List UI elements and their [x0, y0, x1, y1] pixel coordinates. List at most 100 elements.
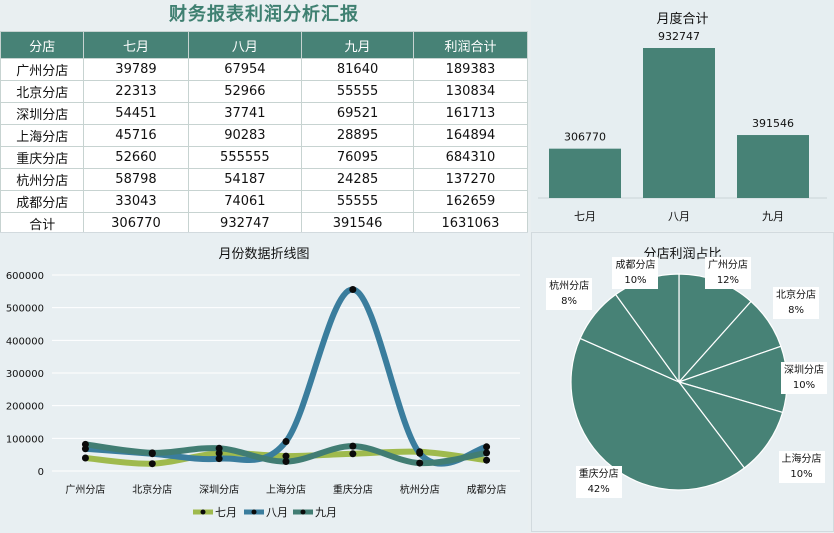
monthly-total-bar-chart: 月度合计 306770 七月 932747 八月 391546 九月: [531, 0, 834, 231]
data-point[interactable]: [148, 460, 156, 468]
value-cell[interactable]: 90283: [187, 124, 303, 147]
column-header[interactable]: 九月: [301, 31, 414, 59]
legend-label: 七月: [215, 506, 237, 519]
pie-category-label: 北京分店: [776, 290, 817, 302]
branch-name-cell[interactable]: 重庆分店: [0, 146, 85, 169]
pie-data-label: 杭州分店 8%: [546, 277, 593, 310]
data-point[interactable]: [349, 286, 357, 294]
data-point[interactable]: [215, 444, 223, 452]
table-row: 成都分店 33043 74061 55555 162659: [0, 190, 529, 213]
y-tick-label: 500000: [6, 304, 44, 315]
report-title: 财务报表利润分析汇报: [169, 4, 359, 25]
bar[interactable]: [643, 48, 715, 198]
table-header-row: 分店 七月 八月 九月 利润合计: [0, 31, 529, 59]
data-point[interactable]: [81, 454, 89, 462]
data-point[interactable]: [282, 438, 290, 446]
data-point[interactable]: [483, 443, 491, 451]
value-cell[interactable]: 69521: [301, 102, 414, 125]
value-cell[interactable]: 130834: [412, 80, 529, 103]
data-point[interactable]: [483, 449, 491, 457]
value-cell[interactable]: 1631063: [412, 212, 529, 235]
value-cell[interactable]: 81640: [301, 58, 414, 81]
x-tick-label: 成都分店: [467, 483, 507, 496]
column-header[interactable]: 分店: [0, 31, 85, 59]
chart-title: 分店利润占比: [643, 247, 722, 262]
x-tick-label: 九月: [762, 210, 784, 223]
value-cell[interactable]: 24285: [301, 168, 414, 191]
value-cell[interactable]: 52966: [187, 80, 303, 103]
pie-data-label: 上海分店 10%: [778, 451, 825, 484]
pie-data-label: 深圳分店 10%: [781, 362, 827, 395]
branch-name-cell[interactable]: 成都分店: [0, 190, 85, 213]
table-row: 北京分店 22313 52966 55555 130834: [0, 80, 529, 103]
x-tick-label: 七月: [574, 210, 596, 223]
branch-name-cell[interactable]: 合计: [0, 212, 85, 235]
legend-marker: [200, 509, 206, 515]
value-cell[interactable]: 306770: [83, 212, 189, 235]
value-cell[interactable]: 55555: [301, 80, 414, 103]
monthly-line-chart: 月份数据折线图 0 100000 200000 300000 400000 500000 6…: [0, 232, 528, 533]
table-row: 广州分店 39789 67954 81640 189383: [0, 58, 529, 81]
branch-profit-pie-chart: 分店利润占比 广州分店 12% 北京分店 8% 深圳分店 10% 上海分店 10% 重庆分店 42…: [531, 232, 834, 532]
value-cell[interactable]: 137270: [412, 168, 529, 191]
value-cell[interactable]: 684310: [412, 146, 529, 169]
value-cell[interactable]: 164894: [412, 124, 529, 147]
data-point[interactable]: [148, 449, 156, 457]
value-cell[interactable]: 67954: [187, 58, 303, 81]
value-cell[interactable]: 76095: [301, 146, 414, 169]
value-cell[interactable]: 932747: [187, 212, 303, 235]
data-point[interactable]: [349, 442, 357, 450]
value-cell[interactable]: 162659: [412, 190, 529, 213]
pie-category-label: 重庆分店: [578, 469, 619, 481]
value-cell[interactable]: 45716: [83, 124, 189, 147]
value-cell[interactable]: 22313: [83, 80, 189, 103]
table-row: 深圳分店 54451 37741 69521 161713: [0, 102, 529, 125]
value-cell[interactable]: 28895: [301, 124, 414, 147]
data-label: 306770: [564, 131, 606, 144]
bar[interactable]: [737, 135, 809, 198]
data-point[interactable]: [483, 456, 491, 464]
data-point[interactable]: [215, 449, 223, 457]
value-cell[interactable]: 161713: [412, 102, 529, 125]
series-line[interactable]: [82, 286, 490, 467]
data-point[interactable]: [349, 450, 357, 458]
value-cell[interactable]: 39789: [83, 58, 189, 81]
value-cell[interactable]: 555555: [187, 146, 303, 169]
x-tick-label: 广州分店: [65, 483, 105, 496]
value-cell[interactable]: 189383: [412, 58, 529, 81]
pie-data-label: 广州分店 12%: [704, 257, 751, 289]
pie-category-label: 上海分店: [781, 454, 822, 466]
pie-chart-svg: [570, 273, 788, 491]
table-row: 重庆分店 52660 555555 76095 684310: [0, 146, 529, 169]
bar[interactable]: [549, 148, 621, 198]
value-cell[interactable]: 52660: [83, 146, 189, 169]
value-cell[interactable]: 37741: [187, 102, 303, 125]
data-point[interactable]: [282, 452, 290, 460]
data-point[interactable]: [282, 458, 290, 466]
x-tick-label: 八月: [668, 210, 690, 223]
data-point[interactable]: [416, 449, 424, 457]
pie-category-label: 杭州分店: [549, 280, 590, 292]
value-cell[interactable]: 33043: [83, 190, 189, 213]
value-cell[interactable]: 74061: [187, 190, 303, 213]
data-point[interactable]: [81, 440, 89, 448]
column-header[interactable]: 利润合计: [412, 31, 529, 59]
y-tick-label: 400000: [6, 336, 44, 347]
branch-name-cell[interactable]: 深圳分店: [0, 102, 85, 125]
column-header[interactable]: 七月: [83, 31, 189, 59]
pie-data-label: 北京分店 8%: [773, 287, 820, 320]
column-header[interactable]: 八月: [187, 31, 303, 59]
x-tick-label: 北京分店: [132, 483, 172, 496]
data-point[interactable]: [215, 455, 223, 463]
branch-name-cell[interactable]: 广州分店: [0, 58, 85, 81]
y-tick-label: 200000: [6, 402, 44, 413]
data-point[interactable]: [416, 459, 424, 467]
pie-data-label: 成都分店 10%: [612, 257, 659, 289]
value-cell[interactable]: 55555: [301, 190, 414, 213]
branch-name-cell[interactable]: 杭州分店: [0, 168, 85, 191]
value-cell[interactable]: 54187: [187, 168, 303, 191]
branch-name-cell[interactable]: 北京分店: [0, 80, 85, 103]
value-cell[interactable]: 54451: [83, 102, 189, 125]
value-cell[interactable]: 58798: [83, 168, 189, 191]
branch-name-cell[interactable]: 上海分店: [0, 124, 85, 147]
